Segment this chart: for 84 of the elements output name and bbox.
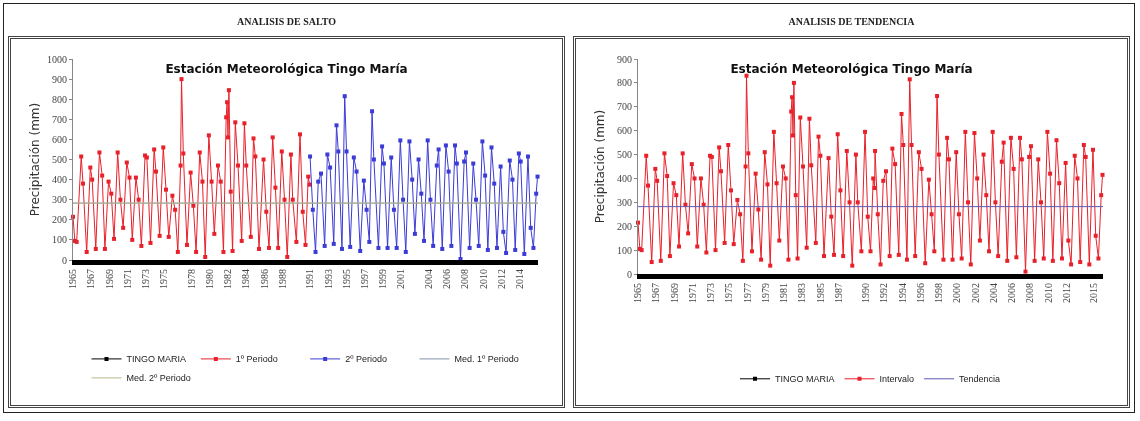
y-tick-label: 400 [52, 174, 67, 186]
legend-label: 1º Periodo [235, 354, 278, 365]
y-tick-label: 300 [617, 196, 632, 208]
x-tick-label: 2012 [1060, 283, 1072, 303]
x-tick-label: 2012 [495, 269, 507, 289]
x-tick-label: 2010 [477, 269, 489, 289]
x-tick-label: 1981 [778, 283, 790, 303]
x-tick-label: 1969 [668, 283, 680, 303]
x-tick-label: 2015 [1088, 283, 1100, 303]
y-tick-label: 700 [617, 101, 632, 113]
x-tick-label: 1973 [705, 283, 717, 303]
chart-title: ANALISIS DE SALTO [236, 16, 337, 27]
y-tick-label: 600 [52, 133, 67, 145]
y-axis-title: Precipitación (mm) [28, 102, 42, 217]
y-tick-label: 200 [52, 214, 67, 226]
x-tick-label: 1979 [759, 283, 771, 303]
y-tick-label: 600 [617, 125, 632, 137]
y-tick-label: 900 [617, 53, 632, 65]
x-tick-label: 1990 [860, 283, 872, 303]
x-tick-label: 2008 [459, 269, 471, 289]
x-tick-label: 1983 [796, 283, 808, 303]
x-tick-label: 1984 [240, 269, 252, 289]
x-tick-label: 1965 [67, 269, 79, 289]
x-tick-label: 2006 [441, 269, 453, 289]
y-tick-label: 500 [617, 149, 632, 161]
y-tick-label: 200 [617, 220, 632, 232]
x-tick-label: 1991 [304, 269, 316, 289]
x-tick-label: 1995 [340, 269, 352, 289]
legend-label: Med. 1º Periodo [454, 354, 519, 365]
legend-label: TINGO MARIA [126, 354, 187, 365]
x-tick-label: 2004 [422, 269, 434, 289]
x-tick-label: 1993 [322, 269, 334, 289]
x-tick-label: 1985 [814, 283, 826, 303]
x-tick-label: 2004 [987, 283, 999, 303]
x-tick-label: 1994 [896, 283, 908, 303]
x-tick-label: 2006 [1006, 283, 1018, 303]
y-tick-label: 100 [52, 234, 67, 246]
x-tick-label: 2001 [395, 269, 407, 289]
x-tick-label: 1980 [204, 269, 216, 289]
x-tick-label: 1988 [276, 269, 288, 289]
x-tick-label: 2014 [514, 269, 526, 289]
y-tick-label: 0 [62, 254, 67, 266]
x-tick-label: 1999 [377, 269, 389, 289]
y-tick-label: 100 [617, 244, 632, 256]
x-tick-label: 1967 [85, 269, 97, 289]
x-tick-label: 2008 [1024, 283, 1036, 303]
legend-label: TINGO MARIA [775, 374, 835, 385]
x-tick-label: 1975 [723, 283, 735, 303]
y-tick-label: 1000 [47, 53, 67, 65]
chart-title: ANALISIS DE TENDENCIA [787, 16, 916, 27]
legend-label: Tendencia [959, 374, 1001, 385]
x-tick-label: 1973 [140, 269, 152, 289]
x-tick-label: 1969 [103, 269, 115, 289]
x-tick-label: 1977 [741, 283, 753, 303]
y-tick-label: 800 [52, 93, 67, 105]
x-tick-label: 1992 [878, 283, 890, 303]
x-tick-label: 2010 [1042, 283, 1054, 303]
legend-label: 2º Periodo [345, 354, 387, 365]
y-tick-label: 800 [617, 77, 632, 89]
y-tick-label: 500 [52, 154, 67, 165]
x-tick-label: 1986 [258, 269, 270, 289]
y-tick-label: 900 [52, 73, 67, 85]
x-tick-label: 1982 [222, 269, 234, 289]
y-axis-title: Precipitación (mm) [593, 109, 607, 224]
x-tick-label: 1967 [650, 283, 662, 303]
y-tick-label: 700 [52, 113, 67, 125]
x-tick-label: 1971 [686, 283, 698, 303]
x-tick-label: 1987 [832, 283, 844, 303]
legend-label: Med. 2º Periodo [126, 373, 191, 384]
x-tick-label: 1997 [359, 269, 371, 289]
x-tick-label: 1971 [121, 269, 133, 289]
legend-label: Intervalo [879, 374, 915, 385]
y-tick-label: 400 [617, 172, 632, 184]
chart-subtitle: Estación Meteorológica Tingo María [730, 62, 973, 77]
x-tick-label: 2002 [969, 283, 981, 303]
x-tick-label: 1978 [185, 269, 197, 289]
x-tick-label: 1996 [914, 283, 926, 303]
chart-subtitle: Estación Meteorológica Tingo María [165, 62, 408, 77]
y-tick-label: 300 [52, 194, 67, 206]
x-tick-label: 1998 [933, 283, 945, 303]
x-tick-label: 2000 [951, 283, 963, 303]
y-tick-label: 0 [627, 268, 632, 280]
x-tick-label: 1975 [158, 269, 170, 289]
x-tick-label: 1965 [632, 283, 644, 303]
